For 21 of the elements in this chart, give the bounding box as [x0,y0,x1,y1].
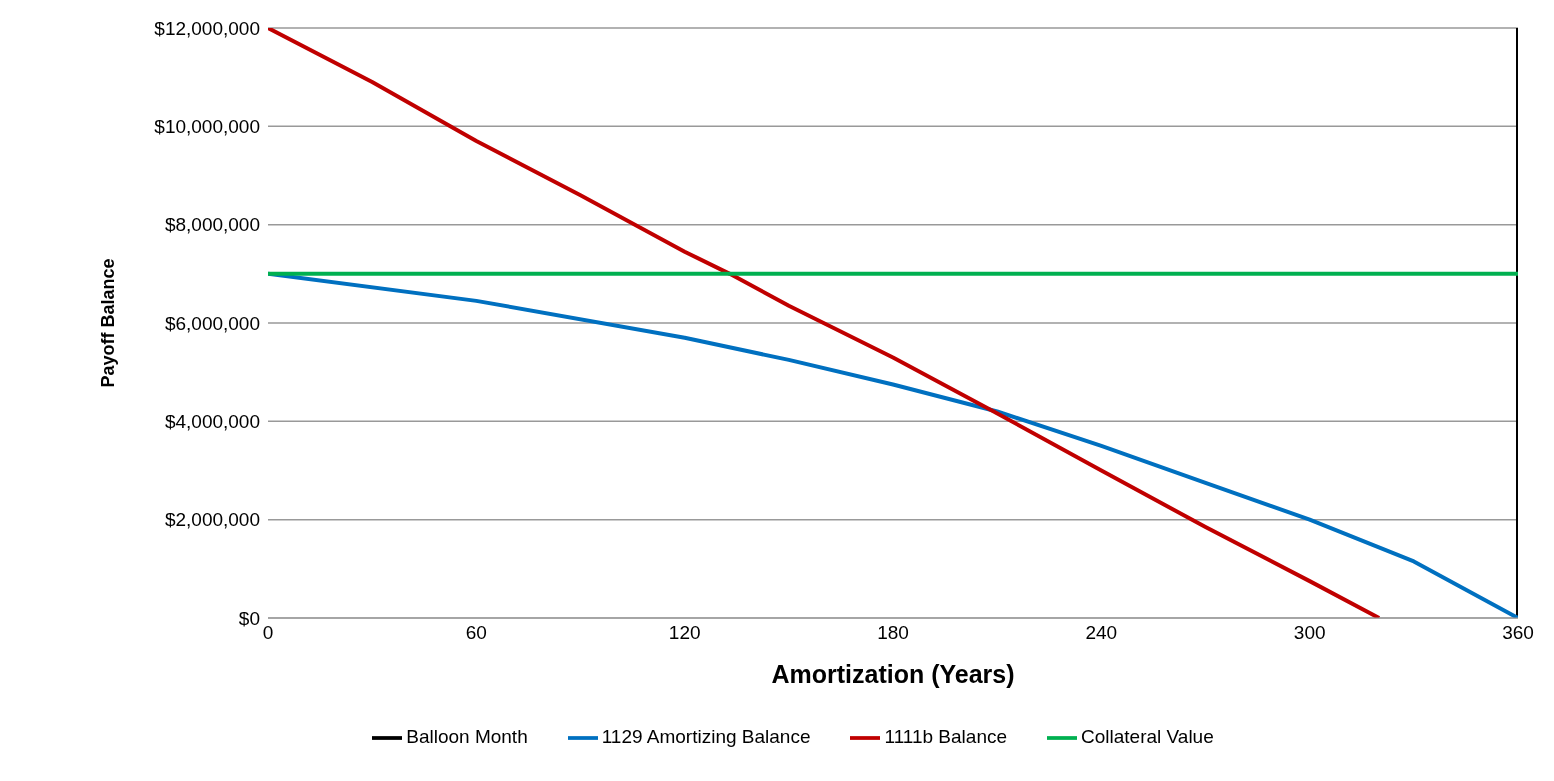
y-tick-label: $8,000,000 [164,214,260,236]
legend-label: 1129 Amortizing Balance [601,726,811,748]
y-tick-label: $4,000,000 [164,411,260,433]
legend-label: 1111b Balance [884,726,1008,748]
y-axis-title: Payoff Balance [98,258,119,388]
y-tick-label: $6,000,000 [164,312,260,334]
x-tick-label: 0 [262,622,274,644]
x-tick-label: 360 [1502,622,1534,644]
x-tick-label: 240 [1085,622,1118,644]
x-tick-label: 180 [877,622,909,644]
x-axis-title: Amortization (Years) [771,660,1015,688]
y-tick-label: $0 [238,607,260,629]
legend-label: Collateral Value [1081,726,1214,748]
x-tick-label: 300 [1293,622,1326,644]
line-series [268,28,1382,618]
y-tick-label: $10,000,000 [154,116,260,138]
y-tick-label: $2,000,000 [164,509,260,531]
x-tick-label: 60 [465,622,487,644]
legend-label: Balloon Month [406,726,528,748]
y-tick-label: $12,000,000 [154,17,260,39]
x-tick-label: 120 [668,622,701,644]
